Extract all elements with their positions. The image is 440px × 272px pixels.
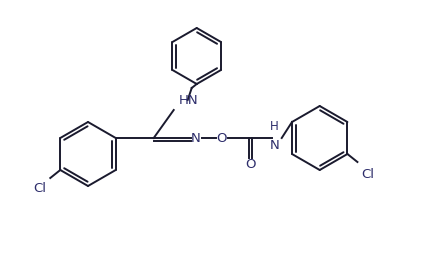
Text: O: O — [246, 159, 256, 172]
Text: Cl: Cl — [361, 168, 374, 181]
Text: HN: HN — [179, 94, 198, 107]
Text: N: N — [270, 139, 279, 152]
Text: H: H — [270, 120, 279, 133]
Text: Cl: Cl — [33, 182, 46, 195]
Text: O: O — [216, 131, 227, 144]
Text: N: N — [191, 131, 201, 144]
